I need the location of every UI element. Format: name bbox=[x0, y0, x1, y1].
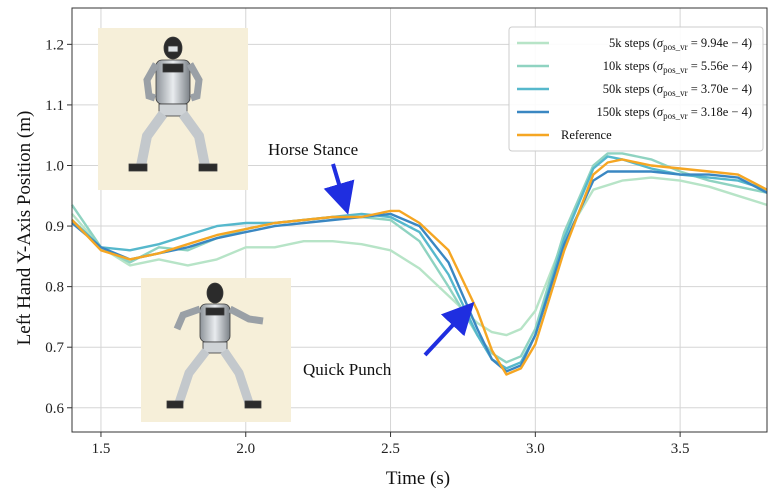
legend-box bbox=[508, 26, 764, 152]
robot-horse-stance-image bbox=[98, 28, 248, 190]
x-tick-label: 2.0 bbox=[236, 441, 255, 457]
legend-value: = 9.94e − 4) bbox=[688, 36, 752, 50]
y-tick-label: 0.6 bbox=[45, 401, 64, 417]
annotation-arrow-quick-punch bbox=[423, 301, 475, 357]
y-tick-label: 0.9 bbox=[45, 219, 64, 235]
plot-frame bbox=[71, 7, 768, 433]
annotation-horse-stance: Horse Stance bbox=[268, 140, 358, 159]
legend-symbol: σ bbox=[657, 82, 664, 96]
series-line-4 bbox=[71, 158, 768, 376]
axes: 1.5 2.0 2.5 3.0 3.5 0.6 0.7 0.8 0.9 1.0 1.1 1.2 bbox=[45, 7, 768, 457]
series-line-0 bbox=[71, 176, 768, 337]
annotations: Horse Stance Quick Punch bbox=[268, 140, 475, 379]
legend-label-1: 10k steps (σpos_vr = 5.56e − 4) bbox=[603, 59, 752, 75]
legend-label-3: 150k steps (σpos_vr = 3.18e − 4) bbox=[596, 105, 752, 121]
series-line-3 bbox=[71, 170, 768, 373]
y-tick-label: 1.1 bbox=[45, 98, 64, 114]
y-tick-label: 1.0 bbox=[45, 158, 64, 174]
legend-label-4: Reference bbox=[561, 128, 612, 142]
annotation-arrow-horse-stance bbox=[323, 163, 355, 215]
robot-quick-punch-image bbox=[141, 278, 291, 422]
y-tick-label: 0.7 bbox=[45, 340, 64, 356]
x-tick-label: 3.0 bbox=[526, 441, 545, 457]
legend-text: 10k steps ( bbox=[603, 59, 657, 73]
legend-symbol: σ bbox=[657, 36, 664, 50]
y-axis-label: Left Hand Y-Axis Position (m) bbox=[14, 111, 35, 346]
legend-subscript: pos_vr bbox=[663, 65, 688, 75]
legend-label-0: 5k steps (σpos_vr = 9.94e − 4) bbox=[609, 36, 752, 52]
legend-subscript: pos_vr bbox=[663, 111, 688, 121]
legend-text: 5k steps ( bbox=[609, 36, 657, 50]
legend-subscript: pos_vr bbox=[663, 88, 688, 98]
legend-text: Reference bbox=[561, 128, 612, 142]
legend-symbol: σ bbox=[657, 105, 664, 119]
legend-text: 150k steps ( bbox=[596, 105, 656, 119]
legend-value: = 3.18e − 4) bbox=[688, 105, 752, 119]
x-axis-label: Time (s) bbox=[386, 468, 450, 489]
x-tick-label: 2.5 bbox=[381, 441, 400, 457]
legend-symbol: σ bbox=[657, 59, 664, 73]
legend-value: = 3.70e − 4) bbox=[688, 82, 752, 96]
legend-value: = 5.56e − 4) bbox=[688, 59, 752, 73]
x-tick-label: 1.5 bbox=[92, 441, 111, 457]
legend-text: 50k steps ( bbox=[603, 82, 657, 96]
x-tick-label: 3.5 bbox=[671, 441, 690, 457]
y-tick-label: 0.8 bbox=[45, 280, 64, 296]
annotation-quick-punch: Quick Punch bbox=[303, 360, 392, 379]
y-tick-label: 1.2 bbox=[45, 37, 64, 53]
legend-label-2: 50k steps (σpos_vr = 3.70e − 4) bbox=[603, 82, 752, 98]
legend-subscript: pos_vr bbox=[663, 42, 688, 52]
legend: 5k steps (σpos_vr = 9.94e − 4)10k steps … bbox=[508, 26, 764, 152]
